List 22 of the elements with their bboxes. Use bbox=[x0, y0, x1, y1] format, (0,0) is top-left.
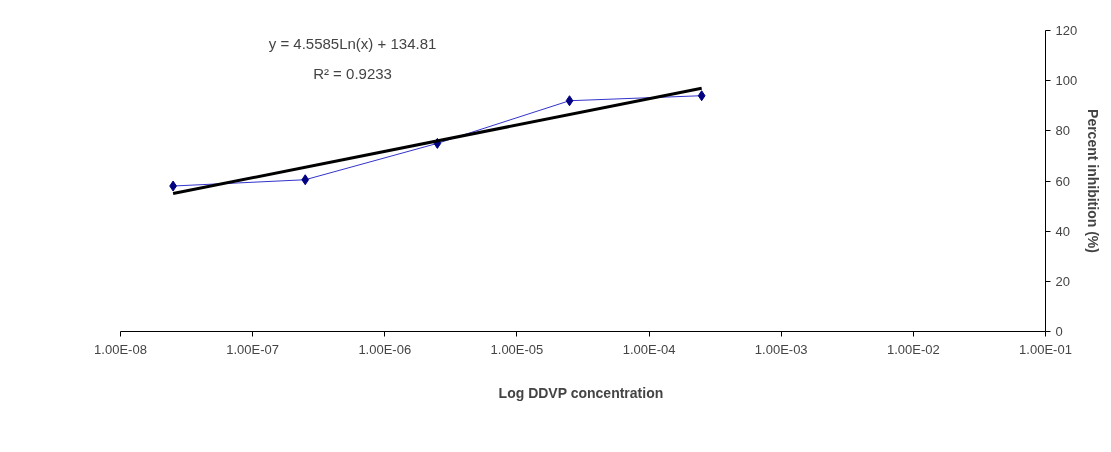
x-tick-label: 1.00E-02 bbox=[886, 341, 940, 357]
x-axis-title: Log DDVP concentration bbox=[498, 384, 664, 401]
point bbox=[565, 95, 574, 107]
x-tick-label: 1.00E-08 bbox=[94, 341, 147, 357]
y-axis-title: Percent inhibition (%) bbox=[1085, 109, 1102, 253]
annotation: y = 4.5585Ln(x) + 134.81 bbox=[268, 34, 437, 52]
y-tick-label: 20 bbox=[1055, 273, 1070, 289]
y-tick-label: 0 bbox=[1055, 324, 1063, 339]
x-tick-label: 1.00E-07 bbox=[226, 341, 280, 357]
y-tick-label: 80 bbox=[1055, 123, 1070, 139]
point bbox=[301, 174, 310, 186]
x-tick-label: 1.00E-04 bbox=[622, 341, 676, 357]
y-tick-label: 100 bbox=[1055, 73, 1078, 89]
annotation: R² = 0.9233 bbox=[313, 64, 392, 82]
y-tick-label: 120 bbox=[1055, 23, 1078, 38]
point bbox=[697, 90, 706, 102]
x-tick-label: 1.00E-03 bbox=[754, 341, 808, 357]
y-tick-label: 40 bbox=[1055, 223, 1070, 239]
x-tick-label: 1.00E-05 bbox=[490, 341, 544, 357]
y-tick-label: 60 bbox=[1055, 173, 1070, 189]
x-tick-label: 1.00E-01 bbox=[1019, 341, 1072, 357]
x-tick-label: 1.00E-06 bbox=[358, 341, 412, 357]
